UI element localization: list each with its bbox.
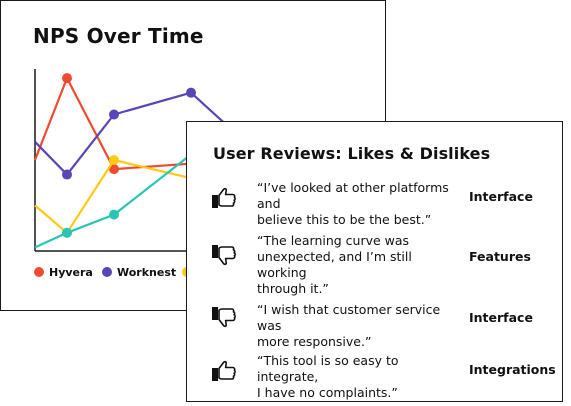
review-category: Interface <box>469 310 533 325</box>
review-quote: “This tool is so easy to integrate, I ha… <box>257 353 462 401</box>
review-quote: “I’ve looked at other platforms and beli… <box>257 180 462 228</box>
series-point <box>109 164 119 175</box>
review-quote-line: “I’ve looked at other platforms and <box>257 180 449 211</box>
legend-swatch <box>102 267 112 277</box>
review-quote-line: more responsive.” <box>257 334 372 349</box>
review-quote-line: through it.” <box>257 281 329 296</box>
review-category: Integrations <box>469 362 556 377</box>
series-point <box>186 87 196 98</box>
series-point <box>109 109 119 120</box>
review-category: Features <box>469 249 531 264</box>
review-quote-line: believe this to be the best.” <box>257 212 432 227</box>
series-point <box>62 227 72 238</box>
review-quote-line: I have no complaints.” <box>257 385 398 400</box>
series-point <box>62 73 72 84</box>
thumbs-down-icon <box>211 305 237 331</box>
series-point <box>109 155 119 165</box>
reviews-card: User Reviews: Likes & Dislikes “I’ve loo… <box>186 121 563 402</box>
review-quote: “I wish that customer service was more r… <box>257 302 462 350</box>
legend-label: Hyvera <box>49 266 93 279</box>
series-point <box>109 209 119 220</box>
review-quote: “The learning curve was unexpected, and … <box>257 233 462 297</box>
thumbs-down-icon <box>211 243 237 269</box>
chart-legend: Hyvera Worknest <box>34 266 192 279</box>
legend-swatch <box>34 267 44 277</box>
review-category: Interface <box>469 189 533 204</box>
legend-label: Worknest <box>117 266 176 279</box>
review-quote-line: “I wish that customer service was <box>257 302 441 333</box>
reviews-title: User Reviews: Likes & Dislikes <box>213 144 491 163</box>
thumbs-up-icon <box>211 357 237 383</box>
review-quote-line: unexpected, and I’m still working <box>257 249 412 280</box>
nps-title: NPS Over Time <box>33 24 204 48</box>
thumbs-up-icon <box>211 184 237 210</box>
series-point <box>62 169 72 180</box>
review-quote-line: “The learning curve was <box>257 233 410 248</box>
review-quote-line: “This tool is so easy to integrate, <box>257 353 399 384</box>
